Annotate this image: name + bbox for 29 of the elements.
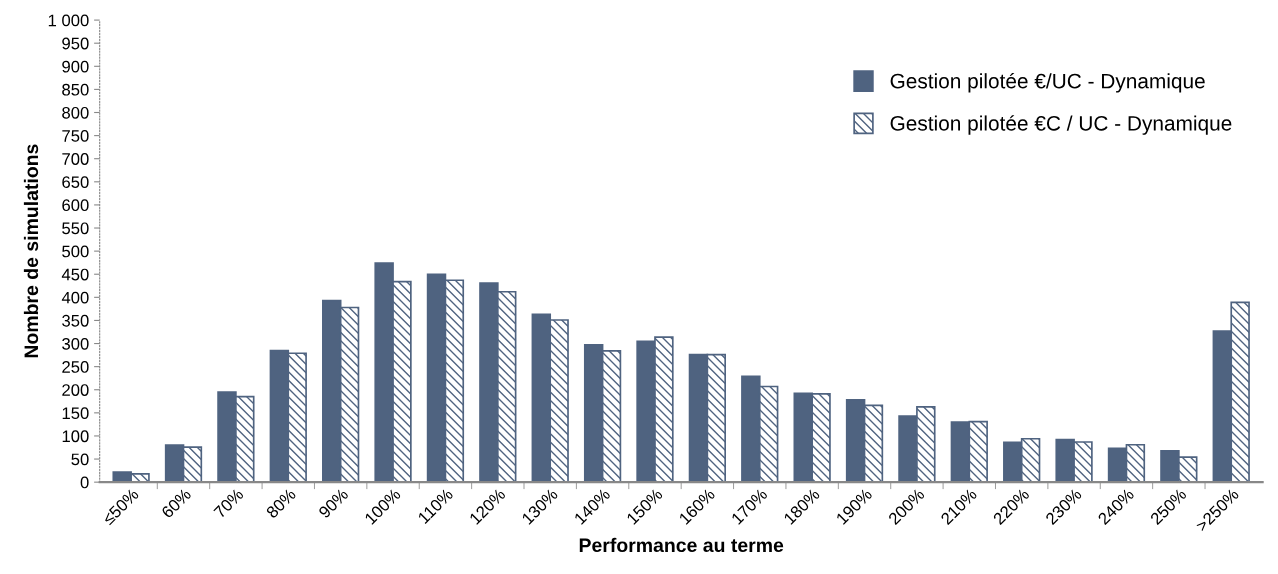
y-tick-label: 250	[62, 361, 89, 373]
y-tick-label: 850	[62, 83, 89, 96]
x-axis-title: Performance au terme	[579, 537, 784, 553]
x-tick-label: 90%	[317, 487, 349, 519]
y-tick-label: 550	[62, 222, 89, 235]
y-tick-label: 600	[62, 199, 89, 212]
y-tick-label: 50	[71, 453, 89, 466]
legend-label: Gestion pilotée €/UC - Dynamique	[890, 72, 1205, 93]
y-tick-label: 0	[80, 476, 89, 489]
x-tick-label: 80%	[265, 487, 297, 519]
y-tick-label: 200	[62, 384, 89, 396]
y-tick-label: 300	[62, 337, 89, 350]
y-tick-label: 700	[62, 153, 89, 165]
y-tick-label: 150	[62, 407, 89, 420]
y-tick-label: 800	[62, 106, 89, 119]
x-tick-label: 60%	[160, 487, 192, 519]
y-tick-label: 400	[61, 291, 89, 304]
y-axis-title: Nombre de simulations	[23, 144, 39, 358]
y-tick-label: 1 000	[48, 14, 89, 27]
y-tick-label: 750	[62, 130, 89, 142]
x-tick-label: 70%	[213, 487, 245, 519]
y-tick-label: 100	[62, 430, 89, 443]
legend-label: Gestion pilotée €C / UC - Dynamique	[890, 115, 1232, 135]
y-tick-label: 450	[61, 268, 89, 281]
y-tick-label: 950	[62, 37, 89, 50]
y-tick-label: 650	[62, 176, 89, 189]
y-tick-label: 350	[62, 314, 89, 327]
y-tick-label: 500	[62, 245, 89, 258]
y-tick-label: 900	[62, 60, 89, 73]
